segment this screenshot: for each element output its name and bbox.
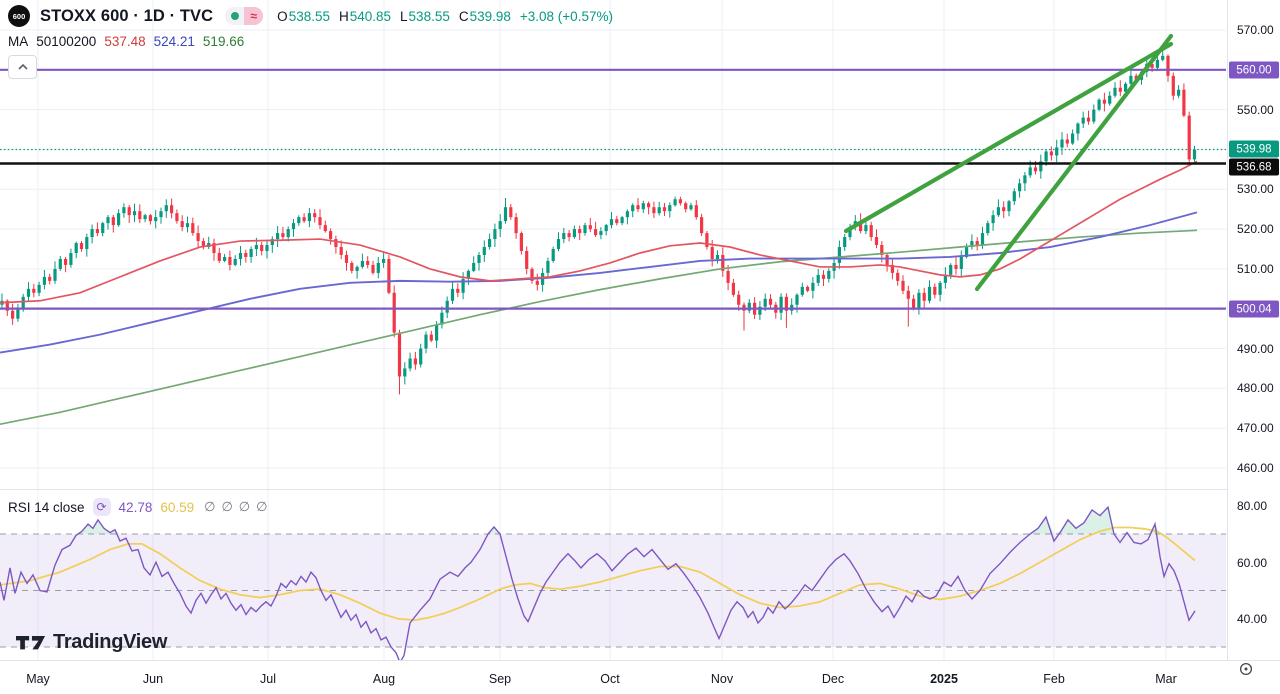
ohlc-item: L 538.55 <box>400 8 450 24</box>
rsi-legend[interactable]: RSI 14 close ⟳ 42.78 60.59 ∅ ∅ ∅ ∅ <box>8 498 267 516</box>
time-label: Feb <box>1043 672 1065 686</box>
symbol-legend[interactable]: 600 STOXX 600 · 1D · TVC ≈ O 538.55 H 540.8… <box>8 5 613 27</box>
axis-settings-icon[interactable] <box>1238 661 1254 677</box>
rsi-empty-value: ∅ <box>204 499 216 514</box>
ma100-line[interactable] <box>0 211 1198 354</box>
ohlc-item: H 540.85 <box>338 8 392 24</box>
ma-value: 537.48 <box>104 34 146 49</box>
rsi-empty-value: ∅ <box>238 499 251 514</box>
ohlc-item: C 539.98 <box>458 8 511 24</box>
market-flag-segment: ≈ <box>244 7 264 25</box>
market-open-segment <box>225 7 245 25</box>
price-tick: 80.00 <box>1237 499 1268 513</box>
time-label: Dec <box>821 672 845 686</box>
rsi-value: 42.78 <box>118 499 153 515</box>
ma-value: 524.21 <box>153 34 195 49</box>
ma-values: 537.48 524.21 519.66 <box>104 34 244 49</box>
tradingview-logo-text: TradingView <box>53 631 168 653</box>
price-tick: 510.00 <box>1237 262 1274 276</box>
ma50-line[interactable] <box>0 160 1198 304</box>
rsi-empty-value: ∅ <box>221 499 233 514</box>
price-badge: 500.04 <box>1229 300 1279 318</box>
time-label: Mar <box>1155 672 1177 686</box>
refresh-icon[interactable]: ⟳ <box>92 498 111 516</box>
price-tick: 530.00 <box>1237 182 1274 196</box>
symbol-logo: 600 <box>8 5 30 27</box>
time-label: Nov <box>710 672 734 686</box>
trend-line[interactable] <box>974 33 1174 292</box>
price-tick: 470.00 <box>1237 421 1274 435</box>
time-label: Aug <box>372 672 396 686</box>
time-label: Oct <box>600 672 620 686</box>
rsi-empty-value: ∅ <box>256 499 268 514</box>
rsi-label: RSI 14 close <box>8 499 85 515</box>
pane-divider[interactable] <box>0 489 1227 490</box>
ohlc-item: O 538.55 <box>277 8 330 24</box>
rsi-overbought-fill <box>0 507 1195 534</box>
ma-legend[interactable]: MA 50100200 537.48 524.21 519.66 <box>8 34 244 49</box>
time-axis[interactable]: May Jun Jul Aug Sep Oct Nov Dec 2025 Feb Mar <box>0 660 1280 694</box>
price-tick: 460.00 <box>1237 461 1274 475</box>
price-tick: 480.00 <box>1237 381 1274 395</box>
tradingview-mark-icon <box>16 635 46 649</box>
ma200-line[interactable] <box>0 229 1198 426</box>
price-tick: 40.00 <box>1237 612 1268 626</box>
rsi-ma-value: 60.59 <box>160 499 195 515</box>
time-label: Jul <box>260 672 276 686</box>
price-badge: 560.00 <box>1229 61 1279 79</box>
rsi-line[interactable] <box>0 505 1196 665</box>
market-status-dot-icon <box>230 12 239 20</box>
price-axis[interactable]: 570.00 550.00 530.00 520.00 510.00 490.00 480.… <box>1227 0 1280 660</box>
time-label: May <box>26 672 50 686</box>
ma-lengths: 50100200 <box>36 34 97 49</box>
rsi-empty-values: ∅ ∅ ∅ ∅ <box>204 499 267 515</box>
symbol-title[interactable]: STOXX 600 · 1D · TVC <box>40 6 214 25</box>
price-tick: 60.00 <box>1237 556 1268 570</box>
chevron-up-icon <box>17 63 28 70</box>
market-flag-icon: ≈ <box>250 9 257 23</box>
price-badge: 539.98 <box>1229 140 1279 158</box>
ma-value: 519.66 <box>202 34 245 49</box>
change-value: +3.08 (+0.57%) <box>519 8 613 24</box>
time-label: Sep <box>488 672 512 686</box>
rsi-band <box>0 533 1226 648</box>
price-badge: 536.68 <box>1229 158 1279 176</box>
trend-line[interactable] <box>843 41 1174 234</box>
time-label: Jun <box>142 672 164 686</box>
ma-label: MA <box>8 34 29 49</box>
time-label: 2025 <box>930 672 958 686</box>
market-status-pill[interactable]: ≈ <box>225 7 264 25</box>
rsi-ma-line[interactable] <box>0 526 1196 622</box>
price-tick: 520.00 <box>1237 222 1274 236</box>
collapse-pane-button[interactable] <box>8 55 37 79</box>
tradingview-logo[interactable]: TradingView <box>16 631 167 654</box>
price-tick: 570.00 <box>1237 23 1274 37</box>
price-tick: 490.00 <box>1237 342 1274 356</box>
candles-layer <box>0 47 1197 395</box>
ohlc-values: O 538.55 H 540.85 L 538.55 C 539.98 +3.08 (+0.57… <box>277 9 613 24</box>
price-tick: 550.00 <box>1237 103 1274 117</box>
